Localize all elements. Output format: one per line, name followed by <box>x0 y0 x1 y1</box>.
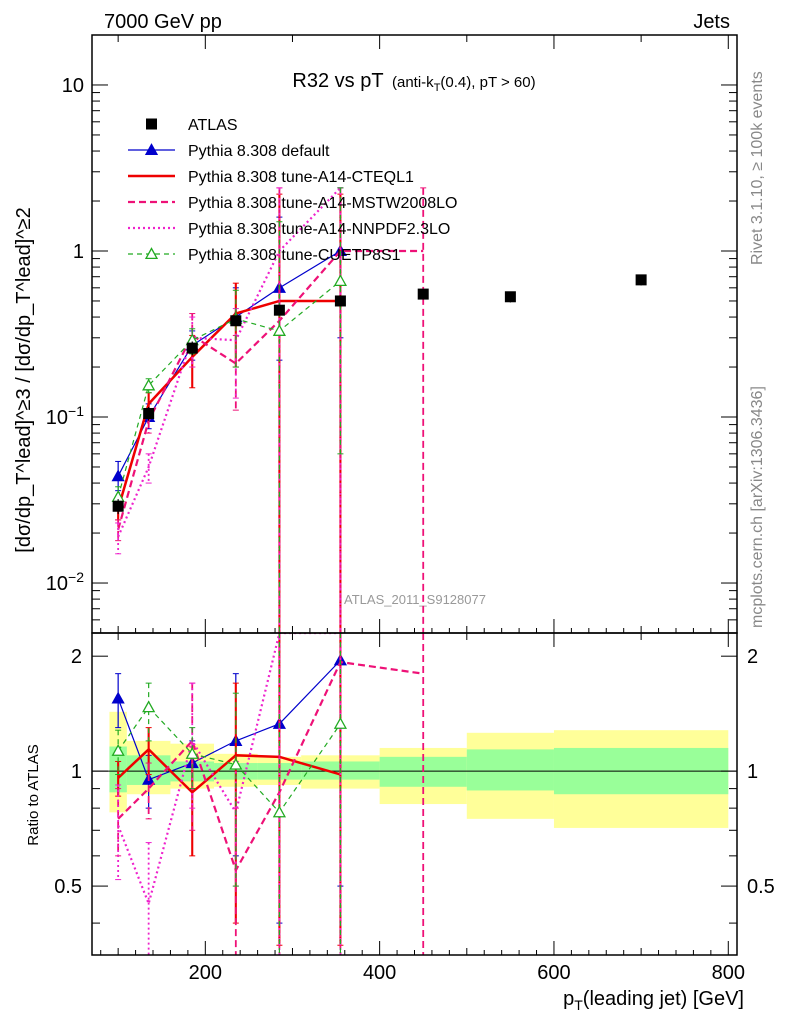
legend-atlas-marker <box>146 118 157 130</box>
rivet-version-label: Rivet 3.1.10, ≥ 100k events <box>749 71 766 265</box>
x-tick-label: 600 <box>537 962 570 984</box>
y-tick-label-exponent: −1 <box>68 403 84 419</box>
ratio-y-axis-label: Ratio to ATLAS <box>25 744 42 845</box>
x-axis-label-main: p <box>563 988 574 1010</box>
ratio-series-0-point <box>111 691 125 704</box>
legend-series-label: Pythia 8.308 tune-A14-NNPDF2.3LO <box>188 221 450 238</box>
y-axis-label: [dσ/dp_T^lead]^≥3 / [dσ/dp_T^lead]^≥2 <box>13 207 35 552</box>
ratio-y-tick-label: 2 <box>71 646 82 668</box>
ratio-series-1-line <box>117 747 341 795</box>
atlas-data-point <box>186 342 198 354</box>
atlas-data-point <box>504 291 516 303</box>
atlas-data-point <box>334 295 346 307</box>
y-tick-label: 1 <box>73 241 84 263</box>
y-tick-label: 10 <box>62 75 84 97</box>
series-0-line <box>117 250 341 477</box>
series-2-line <box>117 249 424 530</box>
x-axis-label-sub: T <box>574 997 583 1013</box>
legend-atlas-label: ATLAS <box>188 117 238 134</box>
y-tick-label-base: 10 <box>46 573 68 595</box>
ratio-series-4-point <box>111 744 125 756</box>
y-tick-label-exponent: −2 <box>68 569 84 585</box>
x-tick-label: 400 <box>363 962 396 984</box>
ratio-plot-series <box>111 633 427 955</box>
ratio-series-4-point <box>229 757 243 770</box>
ratio-uncertainty-bands <box>92 711 737 828</box>
chart-title-main: R32 vs pT <box>292 70 383 92</box>
ratio-series-4-point <box>333 716 348 729</box>
legend-series-label: Pythia 8.308 tune-A14-MSTW2008LO <box>188 195 457 212</box>
ratio-y-tick-label: 0.5 <box>54 876 82 898</box>
legend-series-label: Pythia 8.308 tune-CUETP8S1 <box>188 247 401 264</box>
analysis-watermark: ATLAS_2011_S9128077 <box>344 592 486 607</box>
y-tick-label-base: 10 <box>46 407 68 429</box>
header-right-label: Jets <box>693 11 730 33</box>
chart-title-sub-sub: T <box>434 82 441 94</box>
x-tick-label: 800 <box>712 962 745 984</box>
atlas-data-point <box>230 315 242 327</box>
chart-title-sub-rest: (0.4), pT > 60) <box>440 74 535 91</box>
chart-title: R32 vs pT (anti-kT(0.4), pT > 60) <box>292 70 535 94</box>
series-4-line <box>117 280 341 498</box>
ratio-series-4-point <box>142 700 156 713</box>
ratio-y-tick-label-right: 1 <box>747 761 758 783</box>
y-tick-label-base: 1 <box>73 241 84 263</box>
atlas-data-point <box>112 500 124 512</box>
legend-series-label: Pythia 8.308 tune-A14-CTEQL1 <box>188 169 414 186</box>
ratio-y-tick-label-right: 0.5 <box>747 876 775 898</box>
x-axis-label: pT(leading jet) [GeV] <box>563 988 744 1013</box>
ratio-series-4-line <box>117 706 341 814</box>
series-0-point <box>111 469 125 482</box>
legend-series-marker <box>144 247 159 260</box>
mcplots-label: mcplots.cern.ch [arXiv:1306.3436] <box>749 386 766 628</box>
ratio-y-tick-label: 1 <box>71 761 82 783</box>
atlas-data-point <box>417 288 429 300</box>
ratio-series-4-point <box>272 805 287 818</box>
ratio-y-tick-label-right: 2 <box>747 646 758 668</box>
legend-series-marker <box>144 143 159 156</box>
ratio-series-0-line <box>117 659 341 781</box>
ratio-plot-frame <box>91 632 738 956</box>
header-left-label: 7000 GeV pp <box>104 11 222 33</box>
series-4-point <box>333 274 348 287</box>
atlas-data-point <box>143 407 155 419</box>
ratio-band-inner <box>466 749 554 791</box>
y-tick-label: 10−2 <box>46 569 84 595</box>
series-4-point <box>272 324 287 336</box>
x-axis-label-rest: (leading jet) [GeV] <box>583 988 744 1010</box>
x-tick-label: 200 <box>189 962 222 984</box>
atlas-data-point <box>635 274 647 286</box>
legend: ATLAS Pythia 8.308 default Pythia 8.308 tu… <box>128 117 457 264</box>
series-1-line <box>116 299 341 510</box>
series-4-point <box>142 378 156 391</box>
y-tick-label: 10−1 <box>46 403 84 429</box>
main-plot-series <box>111 187 647 633</box>
y-tick-label-base: 10 <box>62 75 84 97</box>
atlas-data-point <box>273 304 285 316</box>
ratio-series-4-point <box>185 746 199 759</box>
series-3-line <box>117 187 342 538</box>
chart-title-sub: (anti-k <box>392 74 434 91</box>
legend-series-label: Pythia 8.308 default <box>188 143 330 160</box>
